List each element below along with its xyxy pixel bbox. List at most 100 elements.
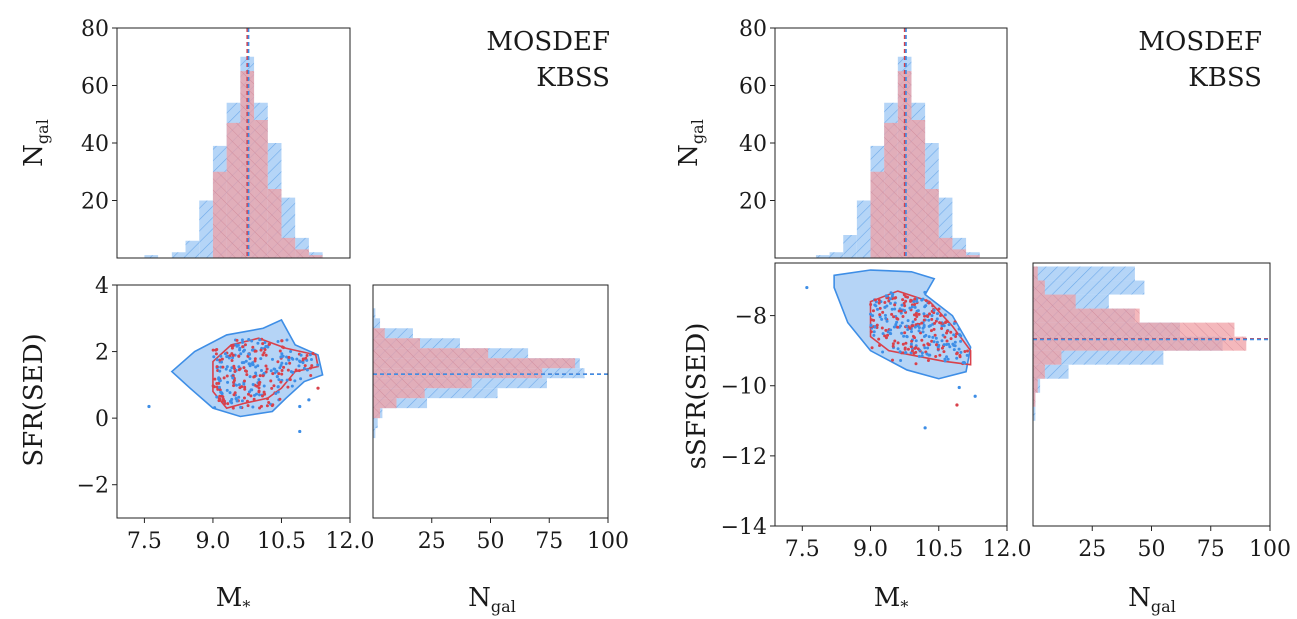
kbss-point xyxy=(915,299,919,303)
left-mass-hist-bars xyxy=(144,28,323,258)
mosdef-point xyxy=(211,384,215,388)
kbss-point xyxy=(256,341,260,345)
mosdef-point xyxy=(252,397,256,401)
mosdef-point xyxy=(901,342,905,346)
kbss-point xyxy=(212,355,216,359)
mosdef-point xyxy=(878,306,882,310)
kbss-point xyxy=(931,335,935,339)
kbss-point xyxy=(924,333,928,337)
mosdef-point xyxy=(272,384,276,388)
kbss-point xyxy=(278,366,282,370)
kbss-point xyxy=(223,352,227,356)
mosdef-point xyxy=(246,392,250,396)
mosdef-point xyxy=(267,342,271,346)
kbss-point xyxy=(930,314,934,318)
mosdef-point xyxy=(243,387,247,391)
mosdef-point xyxy=(242,379,246,383)
legend-mosdef-right: MOSDEF xyxy=(1138,27,1262,57)
kbss-point xyxy=(218,369,222,373)
mosdef-point xyxy=(877,298,881,302)
kbss-point xyxy=(279,355,283,359)
kbss-point xyxy=(902,334,906,338)
xtick-label: 9.0 xyxy=(853,537,888,562)
mosdef-point xyxy=(282,365,286,369)
mosdef-point xyxy=(257,390,261,394)
kbss-point xyxy=(240,361,244,365)
kbss-point xyxy=(885,304,889,308)
mosdef-point xyxy=(932,327,936,331)
ytick-label: 80 xyxy=(81,17,109,42)
kbss-point xyxy=(927,335,931,339)
xtick-label: 12.0 xyxy=(983,537,1032,562)
mosdef-bar-hatch xyxy=(212,171,227,258)
mosdef-point xyxy=(311,351,315,355)
mosdef-point xyxy=(221,395,225,399)
kbss-bar xyxy=(185,240,200,258)
mosdef-point xyxy=(215,385,219,389)
kbss-point xyxy=(237,395,241,399)
mosdef-point xyxy=(939,313,943,317)
kbss-point xyxy=(909,330,913,334)
kbss-point xyxy=(912,300,916,304)
mosdef-point xyxy=(940,346,944,350)
kbss-point xyxy=(316,363,320,367)
kbss-point xyxy=(280,361,284,365)
mosdef-point xyxy=(257,383,261,387)
mosdef-point xyxy=(261,353,265,357)
mosdef-point xyxy=(891,344,895,348)
mosdef-point xyxy=(244,369,248,373)
kbss-point xyxy=(225,365,229,369)
kbss-point xyxy=(290,384,294,388)
kbss-point xyxy=(248,352,252,356)
kbss-point xyxy=(904,351,908,355)
mosdef-point xyxy=(914,362,918,366)
right-ssfr-scatter: 7.5 9.0 10.5 12.0 −14 −12 −10 −8 sSFR(SED) M* xyxy=(682,262,1032,616)
mosdef-bar-hatch xyxy=(966,255,980,258)
kbss-point xyxy=(957,347,961,351)
kbss-point xyxy=(959,339,963,343)
mosdef-contour xyxy=(869,290,972,366)
mosdef-point xyxy=(906,295,910,299)
kbss-point xyxy=(945,355,949,359)
kbss-point xyxy=(250,388,254,392)
left-sfr-hist-xticks: 25 50 75 100 xyxy=(418,518,629,554)
kbss-point xyxy=(884,294,888,298)
kbss-point xyxy=(255,392,259,396)
mosdef-point xyxy=(241,345,245,349)
kbss-point xyxy=(869,324,873,328)
mosdef-point xyxy=(237,368,241,372)
mosdef-point xyxy=(913,303,917,307)
ytick-label: 60 xyxy=(81,75,109,100)
mosdef-point xyxy=(242,396,246,400)
kbss-point xyxy=(238,348,242,352)
kbss-point xyxy=(872,330,876,334)
kbss-point xyxy=(235,399,239,403)
kbss-point xyxy=(880,317,884,321)
ytick-label: 60 xyxy=(739,75,767,100)
mosdef-point xyxy=(251,345,255,349)
kbss-bar xyxy=(856,200,871,258)
kbss-point xyxy=(932,308,936,312)
kbss-point xyxy=(289,350,293,354)
mosdef-point xyxy=(232,384,236,388)
mosdef-point xyxy=(215,348,219,352)
mosdef-point xyxy=(297,369,301,373)
kbss-point xyxy=(894,322,898,326)
mosdef-point xyxy=(309,373,313,377)
mosdef-point xyxy=(910,324,914,328)
mosdef-point xyxy=(286,385,290,389)
kbss-point xyxy=(215,358,219,362)
kbss-point xyxy=(906,319,910,323)
ytick-label: 20 xyxy=(81,190,109,215)
left-sfr-ylabel: SFR(SED) xyxy=(19,333,49,466)
mosdef-point xyxy=(237,354,241,358)
outlier-point xyxy=(973,394,977,398)
mosdef-bar-hatch xyxy=(1033,322,1235,337)
mosdef-point xyxy=(928,312,932,316)
xtick-label: 10.5 xyxy=(914,537,963,562)
mosdef-point xyxy=(276,360,280,364)
mosdef-point xyxy=(901,298,905,302)
kbss-point xyxy=(900,331,904,335)
kbss-bar xyxy=(1033,280,1145,295)
mosdef-point xyxy=(893,303,897,307)
